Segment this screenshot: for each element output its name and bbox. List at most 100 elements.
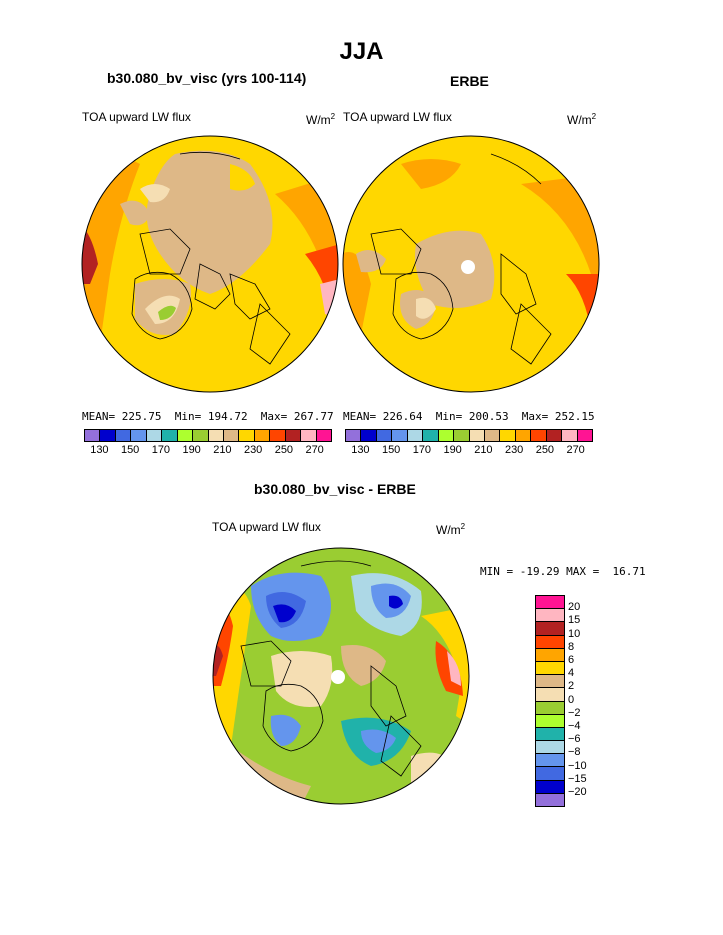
colorbar-swatch	[131, 430, 147, 441]
colorbar-tick-label: 170	[412, 444, 432, 456]
colorbar-swatch	[536, 609, 564, 623]
colorbar-tick-label: 250	[535, 444, 555, 456]
panel1-polar-map	[81, 135, 339, 393]
colorbar-swatch	[208, 430, 224, 441]
panel2-case-title: ERBE	[450, 73, 489, 89]
colorbar-swatch	[301, 430, 317, 441]
colorbar-swatch	[193, 430, 209, 441]
colorbar-tick-label: −20	[568, 786, 587, 798]
panel1-case-title: b30.080_bv_visc (yrs 100-114)	[107, 70, 307, 86]
colorbar-tick-label: −6	[568, 733, 581, 746]
colorbar-swatch	[454, 430, 470, 441]
colorbar-swatch	[500, 430, 516, 441]
colorbar-swatch	[270, 430, 286, 441]
colorbar-swatch	[536, 635, 564, 649]
colorbar-swatch	[536, 675, 564, 689]
colorbar-swatch	[239, 430, 255, 441]
colorbar-tick-label: 270	[305, 444, 324, 456]
colorbar-tick-label: 150	[120, 444, 140, 456]
colorbar-tick-label: 0	[568, 693, 575, 706]
colorbar-swatch	[285, 430, 302, 441]
colorbar-swatch	[536, 741, 564, 755]
colorbar-tick-label: −15	[568, 772, 587, 785]
colorbar-tick-label: 230	[243, 444, 263, 456]
colorbar-swatch	[536, 648, 564, 662]
colorbar-tick-label: 170	[151, 444, 171, 456]
colorbar-swatch	[536, 727, 564, 742]
colorbar-tick-label: 270	[566, 444, 585, 456]
colorbar-swatch	[536, 596, 564, 610]
colorbar-swatch	[546, 430, 563, 441]
colorbar-swatch	[536, 793, 564, 806]
colorbar-tick-label: 190	[443, 444, 462, 456]
colorbar-swatch	[536, 780, 564, 794]
colorbar-tick-label: 130	[90, 444, 109, 456]
colorbar-tick-label: 8	[568, 640, 575, 653]
colorbar-swatch	[223, 430, 240, 441]
colorbar-swatch	[100, 430, 116, 441]
colorbar-swatch	[254, 430, 271, 441]
panel3-variable-label: TOA upward LW flux	[212, 520, 321, 534]
colorbar-swatch	[536, 767, 564, 781]
colorbar-swatch	[177, 430, 194, 441]
panel3-colorbar-labels: 20 15 10 8 6 4 2 0 −2 −4 −6 −8 −10 −15 −20	[568, 595, 628, 805]
colorbar-tick-label: 130	[351, 444, 370, 456]
panel1-stats: MEAN= 225.75 Min= 194.72 Max= 267.77	[82, 410, 334, 423]
panel3-difference-map	[212, 547, 470, 805]
colorbar-swatch	[531, 430, 547, 441]
colorbar-tick-label: 10	[568, 627, 581, 640]
panel1-variable-label: TOA upward LW flux	[82, 110, 191, 124]
colorbar-swatch	[536, 714, 564, 728]
colorbar-tick-label: 2	[568, 680, 575, 693]
colorbar-swatch	[392, 430, 408, 441]
colorbar-tick-label: −10	[568, 759, 587, 772]
colorbar-swatch	[536, 661, 564, 676]
colorbar-tick-label: 210	[213, 444, 232, 456]
colorbar-tick-label: −8	[568, 746, 581, 759]
panel2-polar-map	[342, 135, 600, 393]
colorbar-swatch	[515, 430, 532, 441]
panel1-colorbar	[84, 429, 332, 442]
colorbar-swatch	[577, 430, 592, 441]
colorbar-tick-label: 20	[568, 601, 581, 614]
colorbar-tick-label: −2	[568, 706, 581, 719]
colorbar-swatch	[536, 622, 564, 636]
colorbar-swatch	[562, 430, 578, 441]
colorbar-swatch	[484, 430, 501, 441]
panel2-units: W/m2	[567, 112, 597, 127]
panel1-colorbar-labels: 130 150 170 190 210 230 250 270	[84, 444, 332, 458]
colorbar-swatch	[361, 430, 377, 441]
colorbar-swatch	[536, 754, 564, 768]
panel3-stats: MIN = -19.29 MAX = 16.71	[480, 565, 646, 578]
colorbar-tick-label: 150	[381, 444, 401, 456]
panel3-units: W/m2	[436, 522, 466, 537]
colorbar-swatch	[316, 430, 331, 441]
colorbar-swatch	[438, 430, 455, 441]
colorbar-tick-label: −4	[568, 720, 581, 732]
panel2-stats: MEAN= 226.64 Min= 200.53 Max= 252.15	[343, 410, 595, 423]
figure-title: JJA	[339, 38, 384, 65]
colorbar-swatch	[423, 430, 439, 441]
panel2-colorbar	[345, 429, 593, 442]
colorbar-tick-label: 250	[274, 444, 294, 456]
colorbar-swatch	[146, 430, 163, 441]
colorbar-tick-label: 15	[568, 614, 581, 627]
colorbar-swatch	[407, 430, 424, 441]
colorbar-swatch	[469, 430, 485, 441]
colorbar-swatch	[115, 430, 132, 441]
colorbar-swatch	[536, 701, 564, 715]
colorbar-swatch	[85, 430, 101, 441]
colorbar-swatch	[376, 430, 393, 441]
colorbar-tick-label: 210	[474, 444, 493, 456]
panel3-case-title: b30.080_bv_visc - ERBE	[254, 481, 416, 497]
panel2-variable-label: TOA upward LW flux	[343, 110, 452, 124]
colorbar-swatch	[162, 430, 178, 441]
colorbar-tick-label: 190	[182, 444, 201, 456]
panel2-colorbar-labels: 130 150 170 190 210 230 250 270	[345, 444, 593, 458]
colorbar-tick-label: 4	[568, 667, 575, 680]
panel1-units: W/m2	[306, 112, 336, 127]
panel3-colorbar	[535, 595, 565, 807]
colorbar-tick-label: 230	[504, 444, 524, 456]
colorbar-tick-label: 6	[568, 654, 575, 666]
colorbar-swatch	[536, 688, 564, 702]
